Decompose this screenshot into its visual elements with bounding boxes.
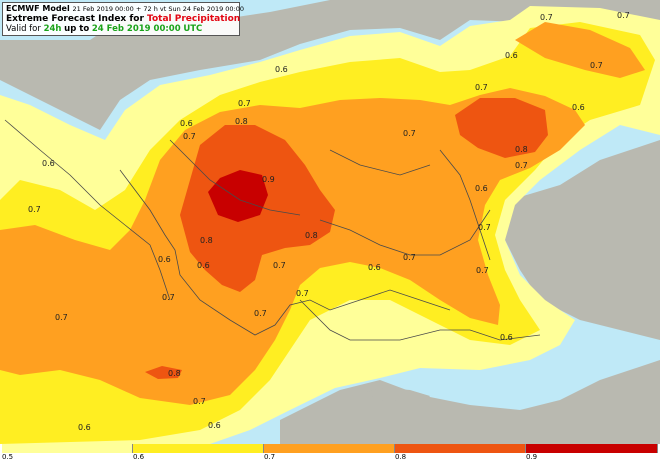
colorbar-segment-09 (526, 444, 658, 453)
colorbar-segment-05 (2, 444, 133, 453)
efi-level-09 (208, 170, 268, 222)
border-balkan (169, 139, 301, 216)
contour-label: 0.6 (197, 261, 210, 270)
contour-label: 0.8 (200, 236, 213, 245)
contour-label: 0.7 (273, 261, 286, 270)
valid-prefix: Valid for (6, 24, 41, 34)
contour-label: 0.8 (168, 369, 181, 378)
title-prefix: Extreme Forecast Index for (6, 14, 144, 24)
model-line: ECMWF Model 21 Feb 2019 00:00 + 72 h vt … (6, 4, 244, 14)
border-turkey (439, 149, 491, 261)
title-line: Extreme Forecast Index for Total Precipi… (6, 14, 240, 24)
contour-labels: 0.6 0.7 0.7 0.6 0.7 0.7 0.7 0.6 0.6 0.7 0.8 0.7 0.8 0… (28, 11, 630, 432)
contour-label: 0.6 (275, 65, 288, 74)
contour-label: 0.6 (475, 184, 488, 193)
colorbar (2, 444, 658, 454)
land-libya (280, 360, 660, 444)
contour-label: 0.7 (590, 61, 603, 70)
contour-label: 0.6 (368, 263, 381, 272)
efi-level-08-east (455, 98, 548, 158)
contour-label: 0.7 (478, 223, 491, 232)
valid-suffix: UTC (183, 24, 203, 34)
contour-label: 0.7 (617, 11, 630, 20)
contour-label: 0.9 (262, 175, 275, 184)
efi-shading (0, 6, 660, 444)
contour-label: 0.7 (193, 397, 206, 406)
contour-label: 0.7 (403, 253, 416, 262)
coast-balkans (119, 169, 451, 336)
coastlines (4, 119, 541, 341)
contour-label: 0.7 (254, 309, 267, 318)
efi-level-07-northeast (515, 22, 645, 78)
contour-label: 0.7 (476, 266, 489, 275)
colorbar-tick-09: 0.9 (526, 453, 538, 461)
contour-label: 0.8 (305, 231, 318, 240)
contour-label: 0.6 (42, 159, 55, 168)
run-info: 21 Feb 2019 00:00 + 72 h vt Sun 24 Feb 2… (72, 5, 245, 13)
colorbar-tick-08: 0.8 (395, 453, 407, 461)
contour-label: 0.7 (28, 205, 41, 214)
contour-label: 0.7 (403, 129, 416, 138)
contour-label: 0.6 (572, 103, 585, 112)
contour-label: 0.6 (505, 51, 518, 60)
contour-label: 0.7 (162, 293, 175, 302)
border-north (329, 149, 431, 176)
land-crete (365, 388, 430, 402)
contour-label: 0.6 (180, 119, 193, 128)
valid-mid: up to (64, 24, 90, 34)
colorbar-segment-07 (264, 444, 395, 453)
contour-label: 0.7 (540, 13, 553, 22)
colorbar-segment-08 (395, 444, 526, 453)
precipitation-efi-map: 0.6 0.7 0.7 0.6 0.7 0.7 0.7 0.6 0.6 0.7 0.8 0.7 0.8 0… (0, 0, 660, 444)
contour-label: 0.6 (78, 423, 91, 432)
colorbar-segment-06 (133, 444, 264, 453)
contour-label: 0.6 (500, 333, 513, 342)
coast-turkey-south (299, 299, 541, 341)
contour-label: 0.8 (515, 145, 528, 154)
contour-label: 0.8 (235, 117, 248, 126)
land-anatolia-east (505, 140, 660, 340)
model-name: ECMWF Model (6, 4, 70, 13)
contour-label: 0.7 (183, 132, 196, 141)
colorbar-tick-07: 0.7 (264, 453, 276, 461)
efi-level-08-south (145, 366, 182, 379)
contour-label: 0.6 (208, 421, 221, 430)
contour-label: 0.7 (296, 289, 309, 298)
coast-black-sea (319, 209, 491, 256)
coast-italy-adriatic (4, 119, 171, 301)
valid-date: 24 Feb 2019 00:00 (91, 24, 181, 34)
valid-line: Valid for 24h up to 24 Feb 2019 00:00 UT… (6, 24, 236, 34)
contour-label: 0.7 (475, 83, 488, 92)
colorbar-tick-06: 0.6 (133, 453, 145, 461)
contour-label: 0.6 (158, 255, 171, 264)
map-header: ECMWF Model 21 Feb 2019 00:00 + 72 h vt … (2, 2, 244, 36)
colorbar-tick-05: 0.5 (2, 453, 14, 461)
contour-label: 0.7 (55, 313, 68, 322)
valid-period: 24h (43, 24, 62, 34)
title-parameter: Total Precipitation (147, 14, 241, 24)
contour-label: 0.7 (515, 161, 528, 170)
contour-label: 0.7 (238, 99, 251, 108)
